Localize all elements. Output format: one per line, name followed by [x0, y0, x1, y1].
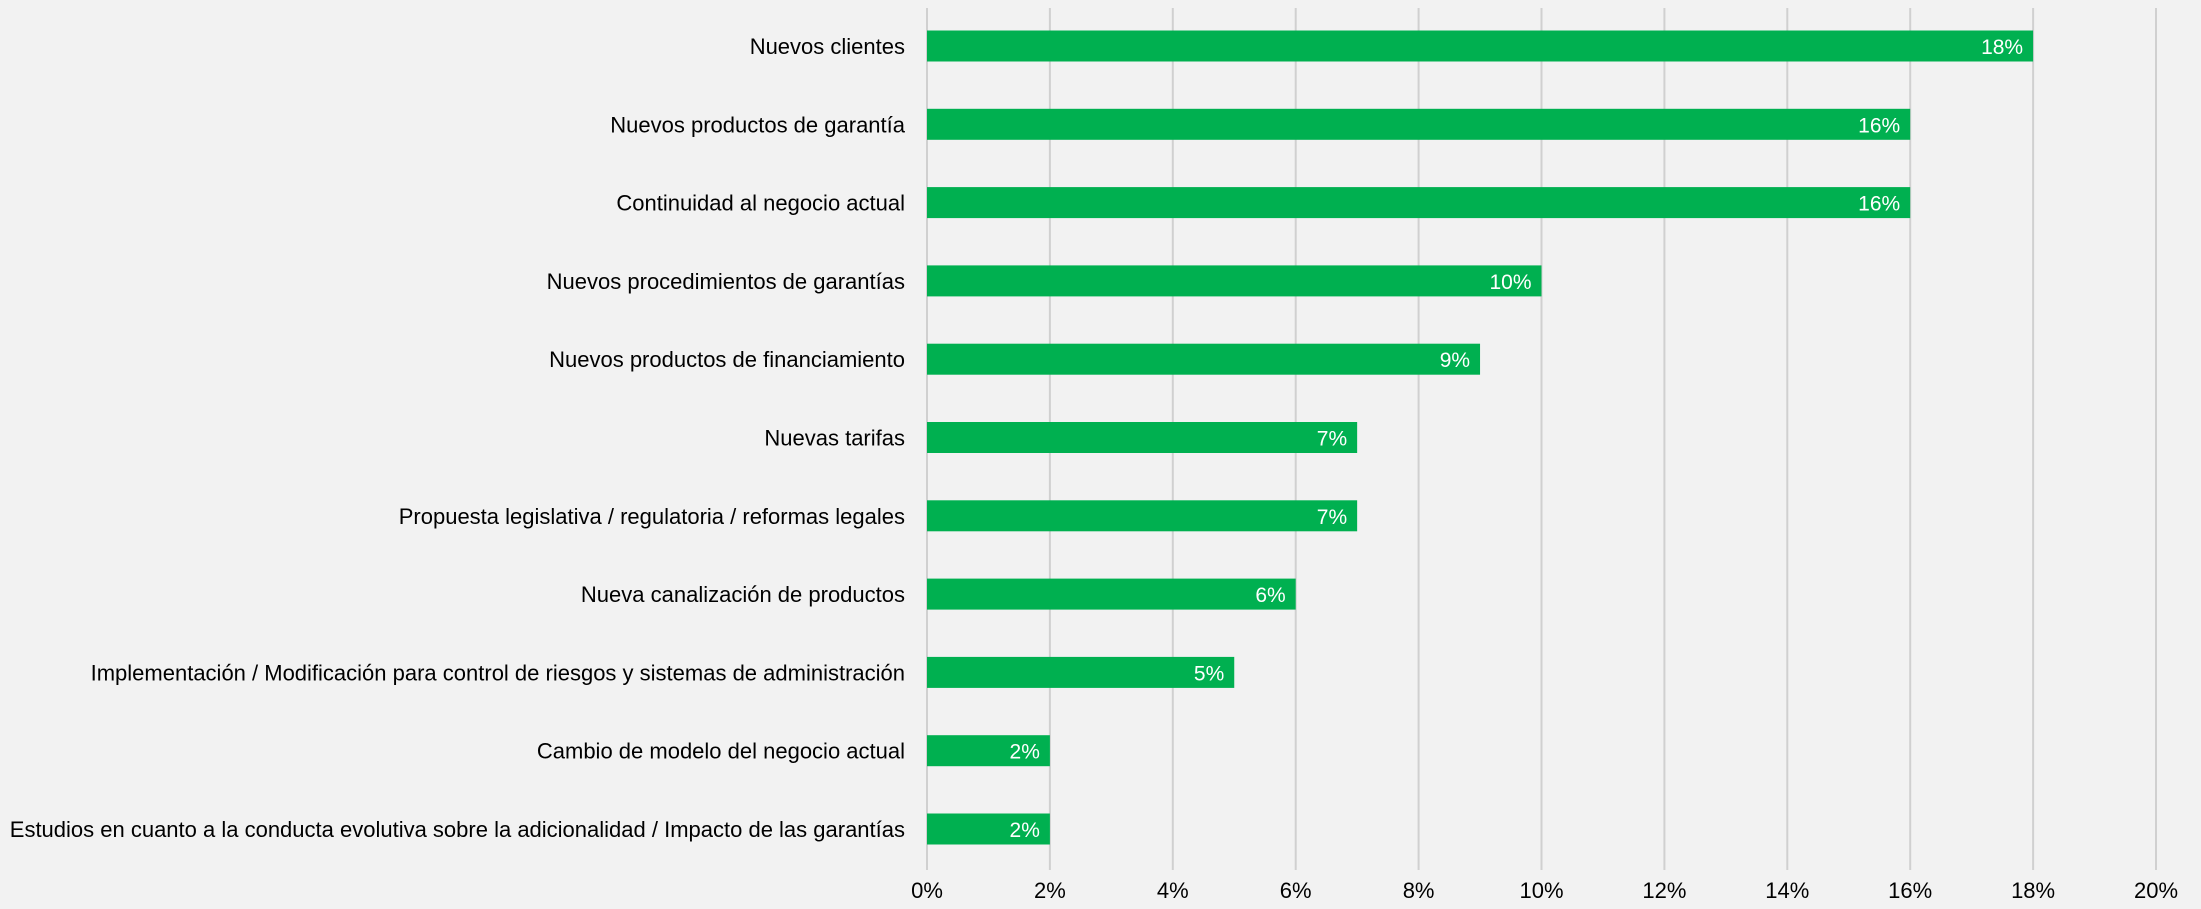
bar-6 — [927, 422, 1358, 453]
data-label-4: 10% — [1489, 271, 1531, 294]
category-label-2: Nuevos productos de garantía — [610, 112, 906, 137]
tick-label-2: 2% — [1034, 878, 1066, 903]
bars-group — [927, 30, 2034, 845]
data-labels: 18% 16% 16% 10% 9% 7% 7% 6% 5% 2% 2% — [1010, 36, 2024, 842]
bar-2 — [927, 108, 1911, 140]
category-label-3: Continuidad al negocio actual — [616, 191, 905, 216]
tick-label-6: 6% — [1280, 878, 1312, 903]
bar-3 — [927, 187, 1911, 219]
data-label-5: 9% — [1440, 349, 1470, 372]
tick-label-10: 10% — [1519, 878, 1563, 903]
tick-label-8: 8% — [1403, 878, 1435, 903]
data-label-9: 5% — [1194, 662, 1224, 685]
category-label-1: Nuevos clientes — [750, 34, 905, 59]
data-label-8: 6% — [1255, 584, 1285, 607]
category-label-7: Propuesta legislativa / regulatoria / re… — [399, 504, 905, 529]
tick-label-12: 12% — [1642, 878, 1686, 903]
tick-label-16: 16% — [1888, 878, 1932, 903]
category-label-9: Implementación / Modificación para contr… — [91, 660, 905, 685]
tick-label-0: 0% — [911, 878, 943, 903]
data-label-6: 7% — [1317, 428, 1347, 451]
grid-lines — [926, 8, 2157, 870]
bar-5 — [927, 343, 1481, 375]
data-label-11: 2% — [1010, 819, 1040, 842]
data-label-10: 2% — [1010, 741, 1040, 764]
bar-11 — [927, 813, 1050, 845]
bar-9 — [927, 656, 1235, 688]
bar-10 — [927, 735, 1050, 767]
tick-label-18: 18% — [2011, 878, 2055, 903]
data-label-2: 16% — [1858, 114, 1900, 137]
tick-label-14: 14% — [1765, 878, 1809, 903]
category-label-11: Estudios en cuanto a la conducta evoluti… — [10, 817, 905, 842]
bar-8 — [927, 578, 1296, 610]
bar-1 — [927, 30, 2034, 62]
category-label-10: Cambio de modelo del negocio actual — [537, 739, 905, 764]
x-axis-tick-labels: 0% 2% 4% 6% 8% 10% 12% 14% 16% 18% 20% — [911, 878, 2178, 903]
bar-7 — [927, 500, 1358, 532]
tick-label-4: 4% — [1157, 878, 1189, 903]
category-label-4: Nuevos procedimientos de garantías — [547, 269, 905, 294]
category-label-8: Nueva canalización de productos — [581, 582, 905, 607]
bar-4 — [927, 265, 1542, 297]
data-label-1: 18% — [1981, 36, 2023, 59]
category-labels: Nuevos clientes Nuevos productos de garan… — [10, 34, 906, 842]
category-label-5: Nuevos productos de financiamiento — [549, 347, 905, 372]
data-label-7: 7% — [1317, 506, 1347, 529]
category-label-6: Nuevas tarifas — [764, 426, 905, 451]
data-label-3: 16% — [1858, 193, 1900, 216]
tick-label-20: 20% — [2134, 878, 2178, 903]
